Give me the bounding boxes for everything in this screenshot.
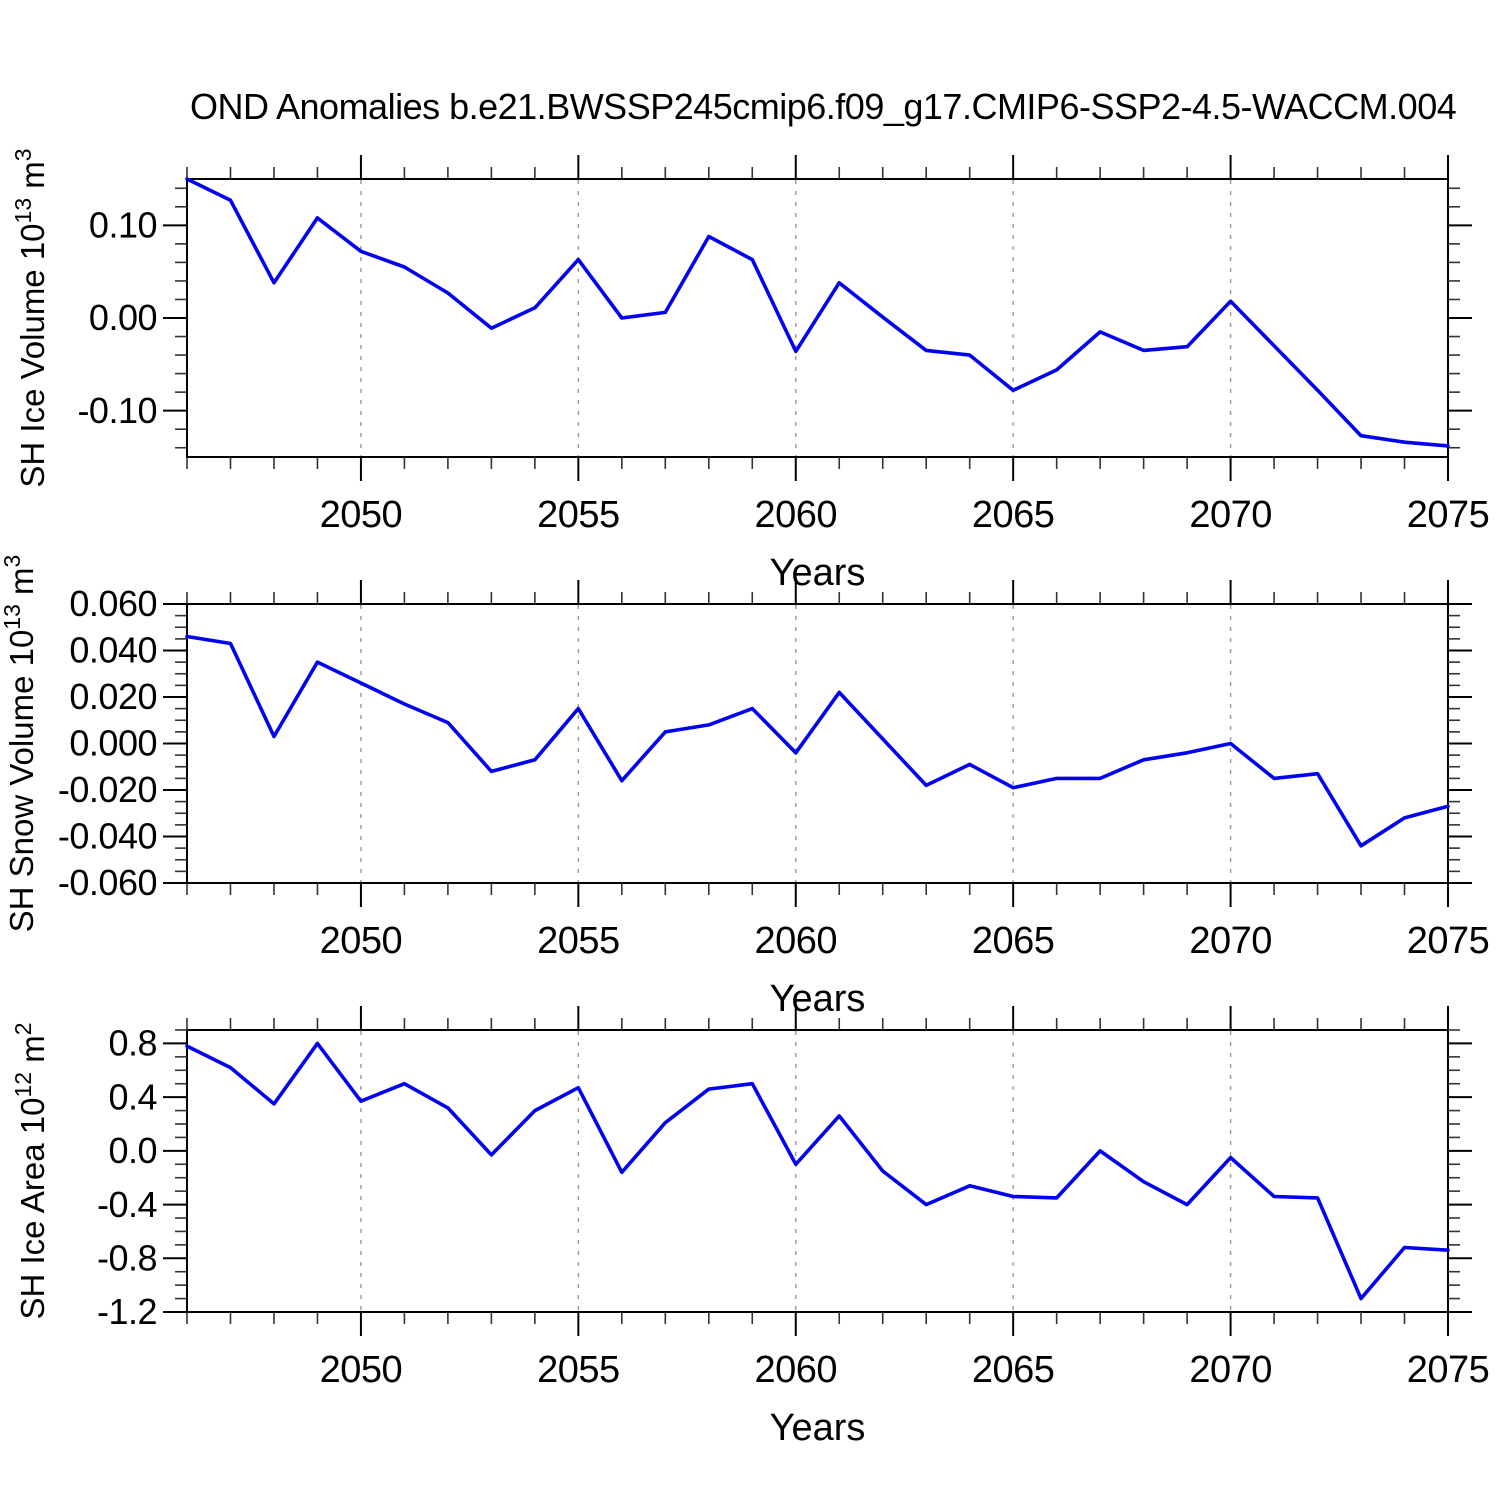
y-tick-label: -1.2 [97, 1291, 157, 1332]
x-tick-label: 2055 [537, 920, 620, 962]
x-tick-label: 2075 [1407, 1349, 1490, 1391]
y-tick-label: -0.060 [58, 862, 157, 903]
x-tick-label: 2050 [320, 920, 403, 962]
data-line [185, 177, 1450, 448]
y-tick-label: 0.020 [69, 676, 157, 717]
x-tick-label: 2055 [537, 1349, 620, 1391]
y-tick-label: -0.10 [77, 390, 157, 431]
y-tick-label: 0.0 [108, 1130, 157, 1171]
x-axis-title: Years [770, 552, 866, 594]
x-tick-label: 2065 [972, 494, 1055, 536]
x-tick-label: 2055 [537, 494, 620, 536]
x-tick-label: 2060 [754, 494, 837, 536]
panel-snow-volume: 0.060 0.040 0.020 0.000 -0.020 -0.040 -0.060 20… [0, 555, 1490, 1020]
x-tick-label: 2070 [1189, 920, 1272, 962]
data-line [185, 1041, 1450, 1301]
y-tick-label: -0.020 [58, 769, 157, 810]
x-tick-label: 2050 [320, 494, 403, 536]
x-tick-label: 2050 [320, 1349, 403, 1391]
x-tick-label: 2075 [1407, 920, 1490, 962]
plot-frame [186, 1029, 1449, 1313]
y-axis-title: SH Ice Area 1012 m2 [10, 1022, 51, 1319]
x-tick-label: 2065 [972, 1349, 1055, 1391]
y-tick-label: 0.040 [69, 630, 157, 671]
y-axis-title: SH Ice Volume 1013 m3 [10, 148, 51, 487]
y-tick-label: -0.8 [97, 1238, 157, 1279]
x-tick-label: 2070 [1189, 1349, 1272, 1391]
x-tick-label: 2070 [1189, 494, 1272, 536]
panel-ice-area: 0.8 0.4 0.0 -0.4 -0.8 -1.2 2050 2055 2060 2065 207… [10, 1006, 1490, 1449]
y-tick-label: -0.040 [58, 816, 157, 857]
plot-frame [186, 603, 1449, 884]
x-axis-title: Years [770, 978, 866, 1020]
y-tick-label: 0.060 [69, 583, 157, 624]
y-tick-label: 0.000 [69, 723, 157, 764]
chart-title: OND Anomalies b.e21.BWSSP245cmip6.f09_g1… [190, 86, 1457, 127]
y-axis-title: SH Snow Volume 1013 m3 [0, 555, 40, 933]
y-tick-label: 0.4 [108, 1076, 157, 1117]
y-tick-label: 0.10 [89, 205, 157, 246]
data-line [185, 634, 1450, 848]
x-axis-title: Years [770, 1407, 866, 1449]
x-tick-label: 2060 [754, 1349, 837, 1391]
x-tick-label: 2060 [754, 920, 837, 962]
panel-ice-volume: 0.10 0.00 -0.10 2050 2055 2060 2065 2070 2075 Yea… [10, 148, 1490, 594]
x-tick-label: 2075 [1407, 494, 1490, 536]
x-tick-label: 2065 [972, 920, 1055, 962]
y-tick-label: 0.8 [108, 1023, 157, 1064]
y-tick-label: -0.4 [97, 1184, 157, 1225]
y-tick-label: 0.00 [89, 297, 157, 338]
